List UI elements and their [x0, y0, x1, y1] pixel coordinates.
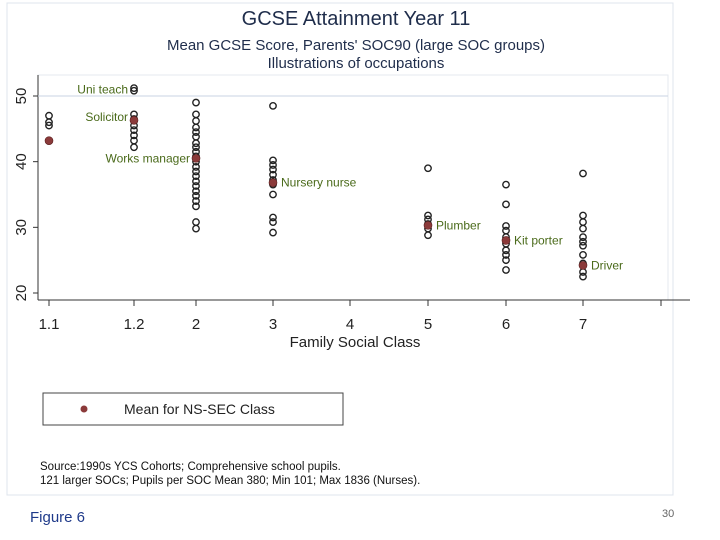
plot-area [37, 74, 669, 301]
soc-point [45, 121, 53, 130]
x-tick-label: 5 [424, 316, 432, 333]
class-mean-point [268, 178, 278, 187]
points [45, 84, 587, 281]
soc-point [579, 272, 587, 281]
soc-point [130, 131, 138, 140]
soc-point [502, 246, 510, 255]
y-tick-label: 20 [13, 285, 30, 302]
soc-point [579, 224, 587, 233]
soc-point [192, 202, 200, 211]
class-mean-point [129, 115, 139, 125]
soc-point [579, 237, 587, 246]
occupation-annotation: Driver [591, 258, 623, 272]
occupation-annotation: Kit porter [514, 233, 563, 247]
soc-point [579, 169, 587, 178]
annotations: Uni teach Solicitor Works manager Nursery n… [77, 82, 623, 272]
class-mean-point [44, 136, 54, 145]
soc-point [192, 224, 200, 233]
x-ticks: 1.1 1.2 2 3 4 5 6 7 [39, 300, 662, 333]
soc-point [269, 228, 277, 237]
x-tick-label: 2 [192, 316, 200, 333]
y-tick-label: 50 [13, 88, 30, 105]
figure-label: Figure 6 [30, 509, 86, 526]
y-ticks: 20 30 40 50 [13, 88, 38, 302]
legend-label: Mean for NS-SEC Class [124, 401, 275, 417]
y-tick-label: 40 [13, 153, 30, 170]
soc-point [192, 139, 200, 148]
soc-point [192, 197, 200, 205]
x-tick-label: 6 [502, 316, 510, 333]
soc-point [192, 187, 200, 196]
occupation-annotation: Works manager [106, 151, 190, 165]
occupation-annotation: Plumber [436, 218, 481, 232]
chart-subtitle-line-2: Illustrations of occupations [268, 55, 445, 72]
soc-point [502, 200, 510, 209]
soc-point [502, 180, 510, 189]
soc-point [424, 211, 432, 220]
soc-point [192, 191, 200, 200]
soc-point [192, 123, 200, 132]
page-number: 30 [662, 508, 675, 520]
class-mean-point [423, 221, 433, 230]
soc-point [130, 143, 138, 152]
soc-point [269, 165, 277, 174]
soc-point [130, 86, 138, 95]
chart-subtitle-line-1: Mean GCSE Score, Parents' SOC90 (large S… [167, 37, 545, 54]
soc-point [192, 167, 200, 176]
chart-title: GCSE Attainment Year 11 [242, 8, 471, 30]
source-line-1: Source:1990s YCS Cohorts; Comprehensive … [40, 461, 341, 473]
x-tick-label: 1.2 [124, 316, 145, 333]
x-tick-label: 7 [579, 316, 587, 333]
soc-point [192, 172, 200, 181]
soc-point [130, 126, 138, 135]
soc-point [502, 256, 510, 265]
soc-point [579, 233, 587, 242]
soc-point [424, 164, 432, 173]
x-tick-label: 3 [269, 316, 277, 333]
soc-point [192, 182, 200, 190]
soc-point [269, 218, 277, 226]
soc-point [269, 190, 277, 199]
soc-point [192, 177, 200, 186]
x-tick-label: 4 [346, 316, 354, 333]
x-axis-label: Family Social Class [290, 334, 421, 351]
source-line-2: 121 larger SOCs; Pupils per SOC Mean 380… [40, 475, 420, 487]
soc-point [502, 251, 510, 259]
soc-point [130, 84, 138, 93]
x-tick-label: 1.1 [39, 316, 60, 333]
means [44, 115, 588, 270]
soc-point [192, 98, 200, 107]
occupation-annotation: Nursery nurse [281, 176, 357, 190]
soc-point [45, 118, 53, 127]
class-mean-point [578, 261, 588, 270]
occupation-annotation: Solicitor [85, 110, 128, 124]
class-mean-point [501, 236, 511, 245]
legend-marker [80, 405, 88, 413]
soc-point [502, 222, 510, 230]
class-mean-point [191, 154, 201, 163]
soc-point [192, 143, 200, 152]
soc-point [192, 163, 200, 171]
soc-point [269, 101, 277, 110]
soc-point [269, 170, 277, 179]
soc-point [192, 128, 200, 137]
y-tick-label: 30 [13, 219, 30, 236]
soc-point [269, 213, 277, 222]
soc-point [502, 266, 510, 274]
soc-point [269, 161, 277, 169]
legend-box [42, 392, 344, 426]
occupation-annotation: Uni teach [77, 82, 128, 96]
soc-point [579, 241, 587, 250]
soc-point [424, 231, 432, 240]
soc-point [579, 251, 587, 259]
soc-point [269, 156, 277, 165]
